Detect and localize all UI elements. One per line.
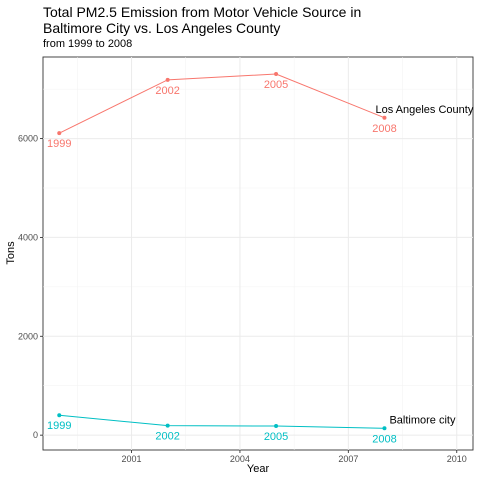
series-name-label: Los Angeles County xyxy=(375,104,473,116)
data-label: 1999 xyxy=(47,420,71,432)
data-point xyxy=(57,131,62,136)
data-label: 2002 xyxy=(155,431,179,443)
minor-grid xyxy=(43,57,473,450)
major-grid xyxy=(43,57,473,450)
y-tick-label: 2000 xyxy=(18,331,38,341)
series-baltimore-city: 1999 2002 2005 2008 Baltimore city xyxy=(47,413,456,445)
chart-subtitle: from 1999 to 2008 xyxy=(43,38,133,50)
y-axis-ticks: 0 2000 4000 6000 xyxy=(18,134,43,440)
chart-title: Total PM2.5 Emission from Motor Vehicle … xyxy=(43,4,362,36)
series-los-angeles-county: 1999 2002 2005 2008 Los Angeles County xyxy=(47,72,474,150)
series-layer: 1999 2002 2005 2008 Los Angeles County 1999 20… xyxy=(47,72,474,445)
y-tick-label: 6000 xyxy=(18,134,38,144)
data-point xyxy=(382,115,387,120)
series-line xyxy=(59,73,385,134)
x-tick-label: 2001 xyxy=(122,454,142,464)
data-point xyxy=(274,424,279,429)
series-name-label: Baltimore city xyxy=(389,414,456,426)
series-line xyxy=(59,414,385,429)
data-label: 1999 xyxy=(47,138,71,150)
x-tick-label: 2007 xyxy=(338,454,358,464)
data-point xyxy=(165,423,170,428)
data-label: 2005 xyxy=(264,79,288,91)
y-tick-label: 4000 xyxy=(18,232,38,242)
y-tick-label: 0 xyxy=(33,430,38,440)
data-point xyxy=(165,77,170,82)
data-point xyxy=(382,426,387,431)
y-axis-title: Tons xyxy=(5,241,17,265)
x-axis-title: Year xyxy=(247,463,270,475)
x-tick-label: 2004 xyxy=(230,454,250,464)
data-point xyxy=(274,72,279,77)
data-label: 2005 xyxy=(264,431,288,443)
data-label: 2002 xyxy=(155,85,179,97)
data-label: 2008 xyxy=(372,123,396,135)
x-tick-label: 2010 xyxy=(447,454,467,464)
data-point xyxy=(57,413,62,418)
x-axis-ticks: 2001 2004 2007 2010 xyxy=(122,450,467,464)
plot-panel xyxy=(42,56,474,451)
data-label: 2008 xyxy=(372,433,396,445)
